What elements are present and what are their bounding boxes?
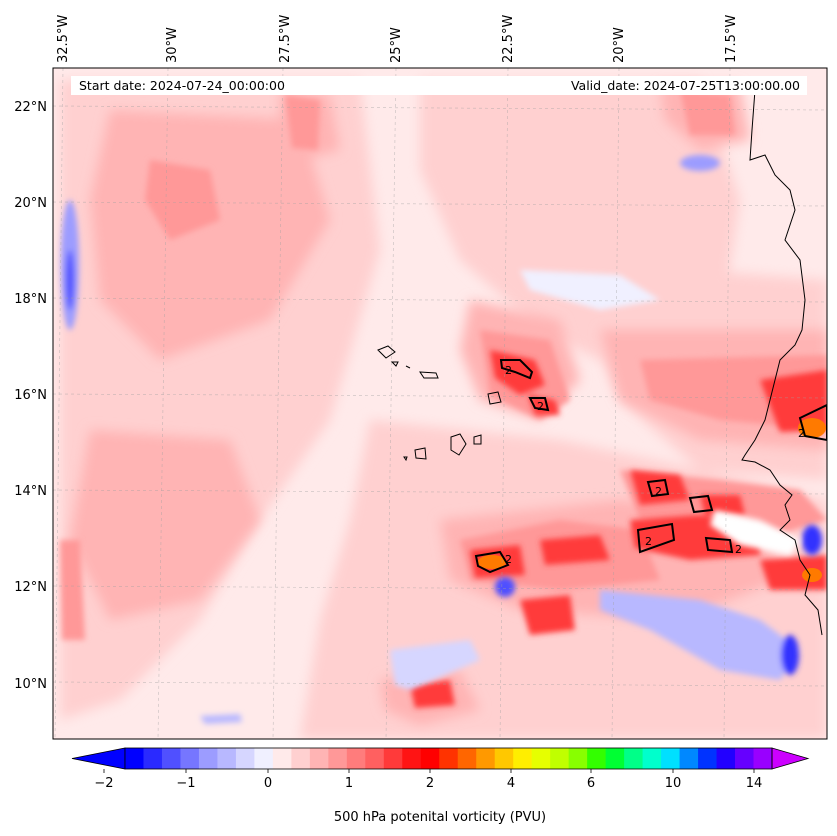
colorbar-tick-label: 14 [746, 776, 763, 791]
colorbar-segment [642, 748, 662, 769]
contour-label: 2 [798, 427, 805, 440]
colorbar-tick-label: 6 [587, 776, 595, 791]
contour-label: 2 [537, 400, 544, 413]
longitude-tick-label: 32.5°W [56, 15, 71, 63]
pv-field-negative [61, 155, 822, 724]
colorbar-segment [513, 748, 533, 769]
header-strip [71, 76, 807, 95]
colorbar-segment [531, 748, 551, 769]
colorbar-segment [550, 748, 570, 769]
colorbar-segment [346, 748, 366, 769]
colorbar-segment [383, 748, 403, 769]
latitude-tick-labels: 22°N 20°N 18°N 16°N 14°N 12°N 10°N [14, 100, 47, 692]
map-area: 2 2 2 2 2 2 2 Start date: 2024-07-24_00:… [53, 68, 827, 739]
longitude-tick-label: 27.5°W [278, 15, 293, 63]
latitude-tick-label: 14°N [14, 484, 47, 499]
start-date-label: Start date: 2024-07-24_00:00:00 [79, 78, 285, 93]
latitude-tick-label: 18°N [14, 292, 47, 307]
contour-label: 2 [505, 553, 512, 566]
colorbar-segment [679, 748, 699, 769]
longitude-tick-label: 17.5°W [724, 15, 739, 63]
colorbar: −2 −1 0 1 2 4 6 10 14 [71, 747, 810, 791]
colorbar-segment [254, 748, 274, 769]
colorbar-segment [753, 748, 773, 769]
longitude-tick-label: 30°W [165, 27, 180, 63]
latitude-tick-label: 10°N [14, 677, 47, 692]
colorbar-tick-label: 10 [665, 776, 682, 791]
colorbar-segment [735, 748, 754, 769]
colorbar-segment [716, 748, 736, 769]
colorbar-segment [568, 748, 588, 769]
colorbar-segment [272, 748, 292, 769]
colorbar-segment [420, 748, 440, 769]
longitude-tick-label: 25°W [389, 27, 404, 63]
colorbar-tick-label: 2 [426, 776, 434, 791]
colorbar-segment [439, 748, 459, 769]
colorbar-tick-label: −2 [94, 776, 113, 791]
contour-label: 2 [645, 535, 652, 548]
colorbar-segment [309, 748, 329, 769]
colorbar-over-arrow [771, 747, 810, 770]
map-frame [52, 67, 828, 740]
longitude-tick-label: 20°W [612, 27, 627, 63]
colorbar-tick-label: −1 [176, 776, 195, 791]
colorbar-tick-label: 1 [345, 776, 353, 791]
colorbar-segment [198, 748, 218, 769]
colorbar-frame [124, 747, 773, 770]
pv-field-core [410, 350, 827, 708]
colorbar-segment [624, 748, 643, 769]
colorbar-segment [587, 748, 607, 769]
latitude-tick-label: 22°N [14, 100, 47, 115]
colorbar-segment [494, 748, 514, 769]
colorbar-segment [365, 748, 385, 769]
contour-label: 2 [505, 364, 512, 377]
coastlines [377, 89, 823, 636]
colorbar-segment [217, 748, 237, 769]
pv-field-max [478, 418, 826, 582]
latitude-tick-label: 20°N [14, 196, 47, 211]
longitude-tick-label: 22.5°W [501, 15, 516, 63]
colorbar-under-arrow [71, 747, 126, 770]
colorbar-segment [143, 748, 163, 769]
colorbar-tick-label: 4 [507, 776, 515, 791]
colorbar-tick-label: 0 [264, 776, 272, 791]
cape-verde-islands [377, 345, 502, 462]
colorbar-segment [235, 748, 255, 769]
colorbar-segment [476, 748, 496, 769]
colorbar-segment [125, 748, 144, 769]
colorbar-segment [698, 748, 717, 769]
colorbar-segment [180, 748, 200, 769]
pv-2-contours [474, 359, 827, 574]
latitude-tick-label: 16°N [14, 388, 47, 403]
contour-label: 2 [655, 485, 662, 498]
colorbar-segment [402, 748, 422, 769]
colorbar-label: 500 hPa potenital vorticity (PVU) [334, 810, 546, 825]
colorbar-segment [328, 748, 348, 769]
pv-2-contour-labels: 2 2 2 2 2 2 2 [505, 364, 805, 566]
colorbar-segment [161, 748, 181, 769]
latitude-tick-label: 12°N [14, 580, 47, 595]
colorbar-segment [291, 748, 311, 769]
contour-label: 2 [735, 543, 742, 556]
colorbar-segment [605, 748, 625, 769]
longitude-tick-labels: 32.5°W 30°W 27.5°W 25°W 22.5°W 20°W 17.5°W [56, 15, 739, 63]
colorbar-segment [457, 748, 477, 769]
valid-date-label: Valid_date: 2024-07-25T13:00:00.00 [571, 78, 800, 93]
gridlines [53, 68, 827, 739]
colorbar-segment [661, 748, 680, 769]
africa-coastline [741, 89, 823, 636]
